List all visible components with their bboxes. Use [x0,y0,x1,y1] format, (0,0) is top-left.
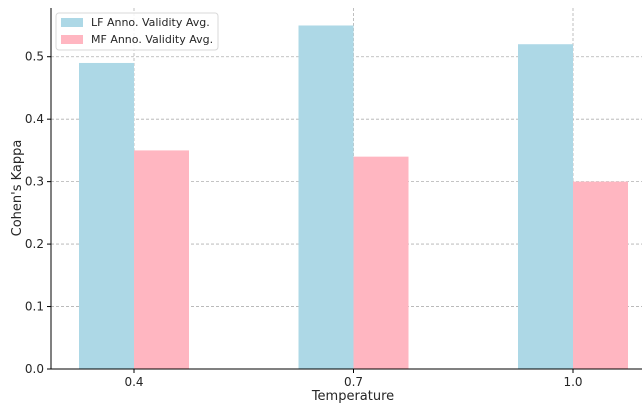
legend-swatch-mf [61,35,83,44]
y-tick-label: 0.4 [25,112,44,126]
bar-mf-0.4 [134,150,189,369]
legend-box [55,12,219,51]
bar-lf-1.0 [518,44,573,369]
legend-label-mf: MF Anno. Validity Avg. [91,33,213,46]
y-tick-label: 0.1 [25,300,44,314]
x-tick-label: 0.7 [344,375,363,389]
y-tick-label: 0.3 [25,175,44,189]
bar-lf-0.4 [79,62,134,369]
legend-label-lf: LF Anno. Validity Avg. [91,16,210,29]
bar-mf-1.0 [573,181,628,369]
bar-mf-0.7 [353,156,409,369]
y-tick-label: 0.0 [25,362,44,376]
y-ticks: 0.0 0.1 0.2 0.3 0.4 0.5 [25,50,51,376]
bars [79,25,628,370]
y-tick-label: 0.5 [25,50,44,64]
legend-swatch-lf [61,18,83,27]
axes [50,8,642,370]
y-tick-label: 0.2 [25,237,44,251]
x-axis-title: Temperature [311,389,394,404]
legend: LF Anno. Validity Avg. MF Anno. Validity… [55,12,219,51]
x-tick-label: 1.0 [563,375,582,389]
bar-lf-0.7 [298,25,354,370]
x-ticks: 0.4 0.7 1.0 [124,369,583,389]
x-tick-label: 0.4 [124,375,143,389]
y-axis-title: Cohen's Kappa [10,140,25,237]
